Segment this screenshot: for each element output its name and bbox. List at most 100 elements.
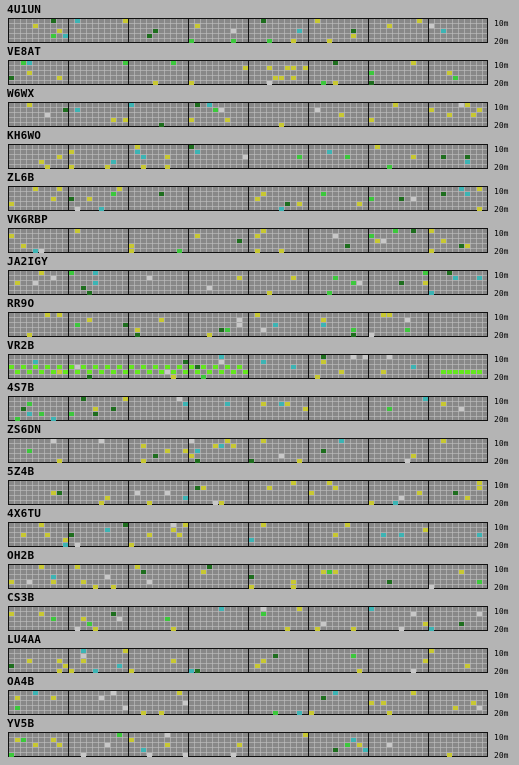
hour-divider bbox=[428, 439, 429, 462]
activity-cell bbox=[447, 370, 452, 374]
activity-cell bbox=[453, 706, 458, 710]
activity-cell bbox=[297, 202, 302, 206]
activity-cell bbox=[57, 459, 62, 463]
activity-cell bbox=[159, 123, 164, 127]
hour-divider bbox=[128, 439, 129, 462]
band-label-10m: 10m bbox=[494, 61, 509, 70]
activity-cell bbox=[237, 318, 242, 322]
activity-cell bbox=[387, 24, 392, 28]
activity-cell bbox=[129, 738, 134, 742]
activity-cell bbox=[189, 81, 194, 85]
hour-divider bbox=[248, 733, 249, 756]
activity-cell bbox=[117, 664, 122, 668]
activity-cell bbox=[381, 370, 386, 374]
activity-cell bbox=[453, 491, 458, 495]
activity-cell bbox=[63, 543, 68, 547]
activity-cell bbox=[321, 360, 326, 364]
activity-cell bbox=[183, 523, 188, 527]
activity-cell bbox=[237, 365, 242, 369]
activity-cell bbox=[291, 76, 296, 80]
activity-cell bbox=[297, 607, 302, 611]
activity-cell bbox=[63, 108, 68, 112]
hour-divider bbox=[308, 313, 309, 336]
activity-cell bbox=[57, 313, 62, 317]
activity-cell bbox=[129, 103, 134, 107]
activity-cell bbox=[159, 318, 164, 322]
activity-cell bbox=[207, 333, 212, 337]
hour-divider bbox=[188, 733, 189, 756]
activity-cell bbox=[405, 318, 410, 322]
hour-divider bbox=[68, 19, 69, 42]
activity-cell bbox=[129, 244, 134, 248]
activity-cell bbox=[381, 533, 386, 537]
activity-cell bbox=[195, 24, 200, 28]
activity-cell bbox=[315, 627, 320, 631]
station-callsign: W6WX bbox=[7, 87, 35, 100]
activity-cell bbox=[153, 365, 158, 369]
activity-cell bbox=[459, 187, 464, 191]
activity-cell bbox=[111, 612, 116, 616]
activity-cell bbox=[219, 607, 224, 611]
activity-cell bbox=[381, 239, 386, 243]
activity-cell bbox=[135, 491, 140, 495]
activity-cell bbox=[255, 197, 260, 201]
activity-cell bbox=[237, 743, 242, 747]
activity-cell bbox=[117, 733, 122, 737]
activity-cell bbox=[291, 580, 296, 584]
band-label-10m: 10m bbox=[494, 271, 509, 280]
activity-cell bbox=[189, 118, 194, 122]
hour-divider bbox=[308, 271, 309, 294]
band-label-10m: 10m bbox=[494, 313, 509, 322]
activity-cell bbox=[315, 19, 320, 23]
activity-cell bbox=[219, 328, 224, 332]
activity-cell bbox=[237, 323, 242, 327]
activity-cell bbox=[399, 533, 404, 537]
band-label-20m: 20m bbox=[494, 415, 509, 424]
hour-divider bbox=[428, 355, 429, 378]
activity-cell bbox=[177, 533, 182, 537]
band-label-20m: 20m bbox=[494, 499, 509, 508]
activity-cell bbox=[141, 165, 146, 169]
activity-cell bbox=[81, 617, 86, 621]
activity-cell bbox=[207, 565, 212, 569]
station-callsign: OH2B bbox=[7, 549, 35, 562]
station-callsign: 5Z4B bbox=[7, 465, 35, 478]
hour-divider bbox=[188, 649, 189, 672]
station-callsign: ZS6DN bbox=[7, 423, 42, 436]
station-row: 4X6TU 10m 20m bbox=[0, 508, 519, 551]
activity-cell bbox=[45, 313, 50, 317]
activity-cell bbox=[117, 617, 122, 621]
station-row: VE8AT 10m 20m bbox=[0, 46, 519, 89]
activity-cell bbox=[39, 160, 44, 164]
activity-cell bbox=[411, 61, 416, 65]
activity-cell bbox=[285, 66, 290, 70]
hour-divider bbox=[368, 187, 369, 210]
activity-cell bbox=[153, 81, 158, 85]
hour-divider bbox=[308, 733, 309, 756]
hour-divider bbox=[128, 145, 129, 168]
activity-cell bbox=[321, 81, 326, 85]
activity-cell bbox=[267, 486, 272, 490]
activity-cell bbox=[279, 402, 284, 406]
hour-divider bbox=[248, 607, 249, 630]
activity-cell bbox=[465, 160, 470, 164]
activity-cell bbox=[93, 281, 98, 285]
activity-cell bbox=[465, 192, 470, 196]
activity-cell bbox=[111, 585, 116, 589]
station-row: CS3B 10m 20m bbox=[0, 592, 519, 635]
activity-cell bbox=[165, 733, 170, 737]
activity-cell bbox=[141, 748, 146, 752]
activity-cell bbox=[135, 333, 140, 337]
activity-cell bbox=[417, 491, 422, 495]
activity-cell bbox=[183, 701, 188, 705]
activity-cell bbox=[129, 543, 134, 547]
activity-cell bbox=[99, 370, 104, 374]
activity-cell bbox=[27, 449, 32, 453]
band-activity-grid bbox=[8, 144, 488, 169]
band-label-10m: 10m bbox=[494, 523, 509, 532]
activity-cell bbox=[237, 276, 242, 280]
activity-cell bbox=[345, 743, 350, 747]
activity-cell bbox=[231, 39, 236, 43]
activity-cell bbox=[369, 118, 374, 122]
activity-cell bbox=[87, 291, 92, 295]
